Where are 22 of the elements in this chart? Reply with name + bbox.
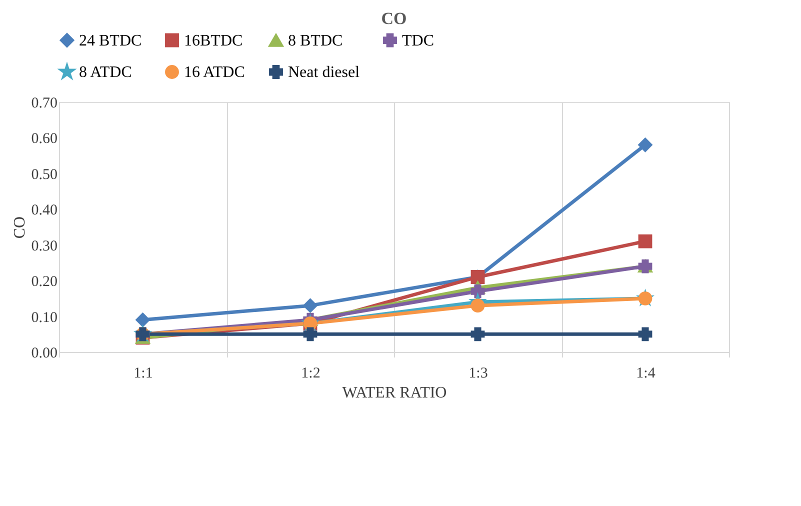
legend-label: Neat diesel [288, 64, 360, 81]
legend-label: 16 ATDC [184, 64, 245, 81]
legend-label: 8 BTDC [288, 32, 343, 50]
legend-label: TDC [402, 32, 434, 50]
x-axis-title: WATER RATIO [342, 384, 447, 402]
legend-label: 16BTDC [184, 32, 243, 50]
y-tick-label: 0.20 [31, 274, 58, 290]
x-tick-label: 1:4 [636, 366, 656, 382]
y-tick-label: 0.00 [31, 346, 58, 362]
y-tick-label: 0.70 [31, 96, 58, 112]
y-tick-label: 0.60 [31, 131, 58, 148]
chart-title: CO [381, 9, 407, 28]
y-tick-label: 0.30 [31, 238, 58, 254]
x-tick-label: 1:3 [468, 366, 488, 382]
y-axis-title: CO [11, 216, 28, 239]
y-tick-label: 0.40 [31, 202, 58, 219]
x-tick-label: 1:2 [301, 366, 320, 382]
legend-label: 8 ATDC [79, 64, 132, 81]
legend-label: 24 BTDC [79, 32, 142, 50]
x-tick-label: 1:1 [134, 366, 153, 382]
y-tick-label: 0.50 [31, 166, 58, 183]
y-tick-label: 0.10 [31, 310, 58, 326]
